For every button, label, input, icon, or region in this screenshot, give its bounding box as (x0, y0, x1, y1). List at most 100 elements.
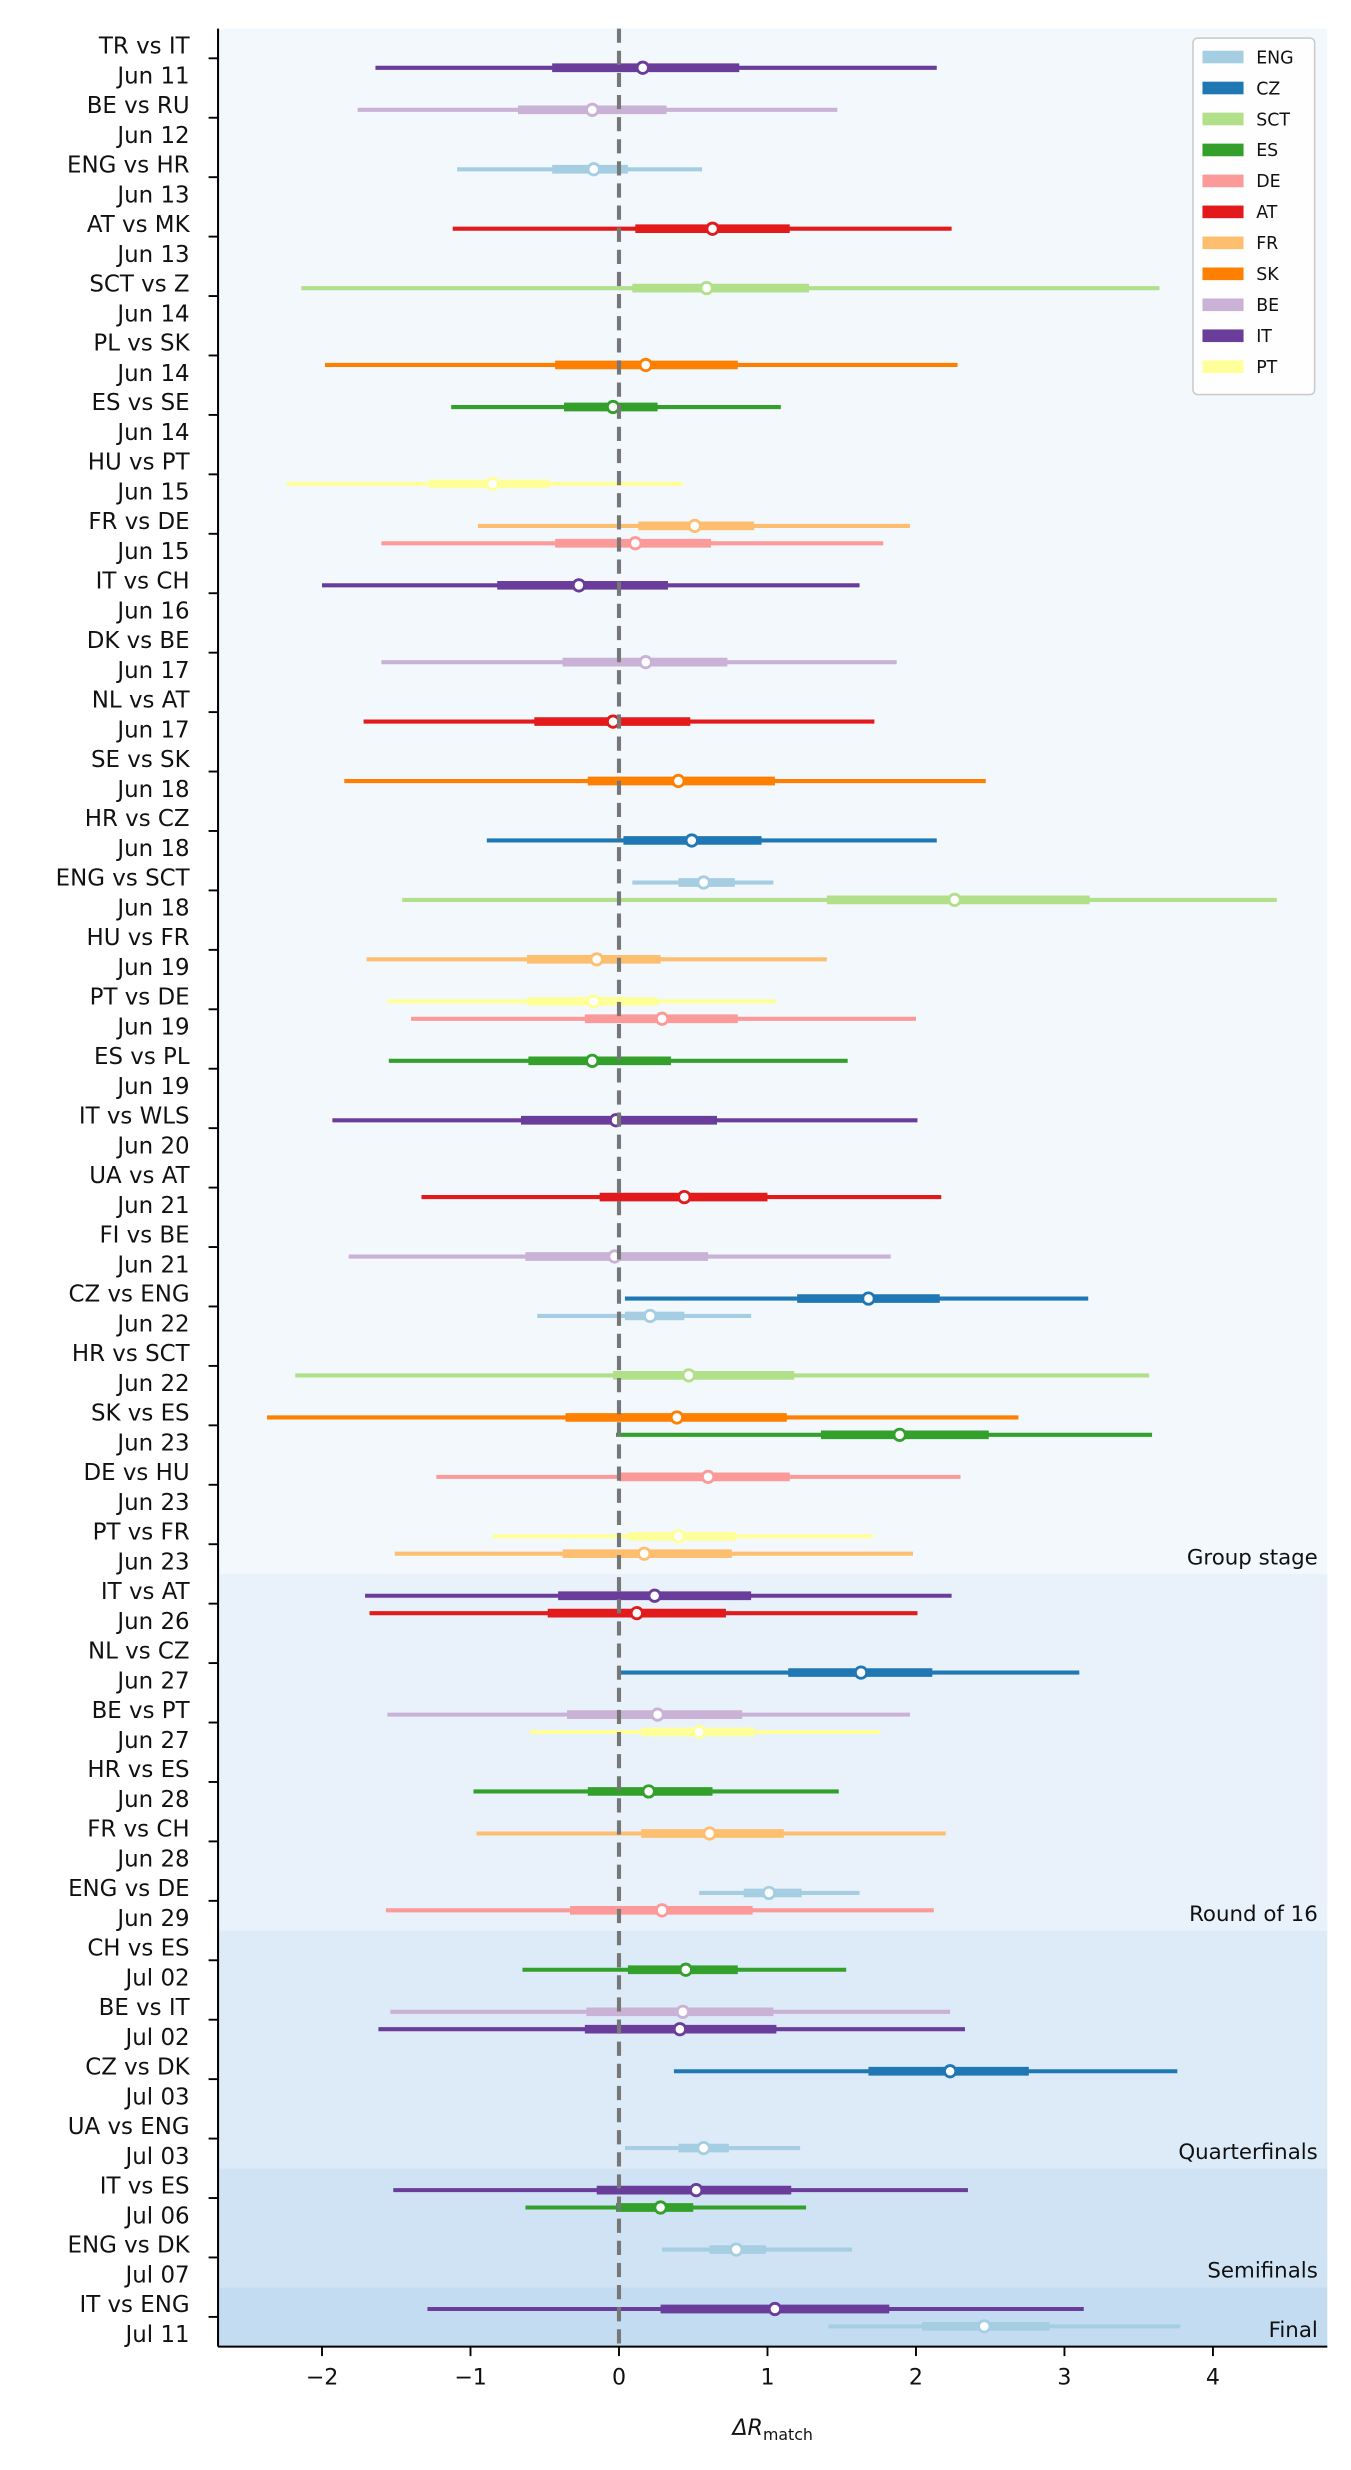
legend-swatch (1202, 329, 1244, 343)
median-marker (705, 221, 720, 236)
stage-label: Final (1269, 2318, 1318, 2343)
match-date: Jun 14 (115, 361, 189, 387)
match-date: Jul 02 (124, 1966, 190, 1992)
legend: ENG CZ SCT ES DE AT FR SK BE IT PT (1192, 37, 1316, 396)
median-marker (684, 833, 699, 848)
median-marker (638, 655, 653, 670)
median-marker (977, 2319, 992, 2334)
legend-label: FR (1256, 234, 1278, 254)
x-tick-label: 2 (909, 2365, 923, 2391)
match-date: Jun 14 (115, 301, 189, 327)
match-date: Jun 22 (115, 1312, 189, 1338)
match-label: HU vs PT (88, 450, 191, 476)
match-date: Jun 27 (115, 1668, 189, 1694)
match-label: CZ vs ENG (69, 1282, 190, 1308)
stage-bands (218, 28, 1328, 2347)
match-date: Jun 17 (115, 717, 189, 743)
x-axis-label: ΔRmatch (730, 2415, 812, 2444)
stage-band (218, 28, 1328, 1574)
match-label: ENG vs DK (68, 2233, 191, 2259)
match-date: Jun 15 (115, 480, 189, 506)
match-label: BE vs RU (87, 93, 190, 119)
median-marker (628, 536, 643, 551)
legend-label: CZ (1256, 79, 1280, 99)
x-tick-label: 4 (1206, 2365, 1220, 2391)
match-date: Jun 19 (115, 955, 189, 981)
stage-band (218, 2287, 1328, 2347)
legend-swatch (1202, 112, 1244, 126)
match-date: Jun 23 (115, 1549, 189, 1575)
match-label: DE vs HU (83, 1460, 189, 1486)
match-date: Jun 28 (115, 1847, 189, 1873)
median-marker (647, 1588, 662, 1603)
median-marker (671, 773, 686, 789)
median-marker (654, 1011, 670, 1026)
legend-label: ENG (1256, 48, 1293, 68)
median-marker (672, 2022, 687, 2037)
match-date: Jun 15 (115, 539, 189, 565)
median-marker (943, 2064, 958, 2079)
median-marker (700, 1469, 716, 1484)
median-marker (892, 1427, 907, 1442)
legend-label: BE (1256, 296, 1279, 316)
median-marker (692, 1724, 707, 1740)
median-marker (696, 2140, 711, 2156)
median-marker (767, 2301, 783, 2317)
match-date: Jul 06 (124, 2203, 190, 2229)
legend-label: SK (1256, 265, 1279, 285)
match-label: BE vs IT (99, 1995, 191, 2021)
legend-swatch (1202, 143, 1244, 157)
median-marker (677, 1189, 692, 1205)
match-label: NL vs CZ (88, 1638, 190, 1664)
match-label: PT vs DE (90, 985, 190, 1011)
median-marker (485, 476, 500, 491)
legend-swatch (1202, 81, 1244, 95)
match-label: IT vs CH (96, 568, 190, 594)
legend-label: SCT (1256, 110, 1290, 130)
match-date: Jun 23 (115, 1490, 189, 1516)
legend-swatch (1202, 174, 1244, 188)
match-date: Jun 29 (115, 1906, 189, 1932)
intervals (267, 60, 1277, 2334)
median-marker (696, 875, 711, 890)
legend-swatch (1202, 298, 1244, 312)
match-date: Jun 26 (115, 1609, 189, 1635)
match-label: FI vs BE (99, 1222, 189, 1248)
median-marker (586, 162, 601, 177)
stage-band (218, 1930, 1328, 2169)
match-date: Jun 18 (115, 836, 189, 862)
match-date: Jun 28 (115, 1787, 189, 1813)
match-label: ES vs SE (92, 390, 190, 416)
legend-swatch (1202, 360, 1244, 374)
median-marker (761, 1885, 777, 1901)
match-label: FR vs DE (88, 509, 189, 535)
row-labels: Group stage TR vs IT Jun 11 BE vs RU Jun 12 E… (56, 34, 1318, 2349)
median-marker (653, 2200, 668, 2215)
legend-label: IT (1256, 327, 1272, 347)
match-label: DK vs BE (87, 628, 190, 654)
match-date: Jul 03 (124, 2084, 190, 2110)
median-marker (650, 1707, 665, 1722)
legend-swatch (1202, 236, 1244, 250)
match-label: CZ vs DK (85, 2054, 190, 2080)
match-date: Jun 18 (115, 896, 189, 922)
median-marker (678, 1962, 693, 1977)
x-tick-label: 0 (612, 2365, 626, 2391)
match-label: HR vs CZ (85, 806, 190, 832)
median-marker (585, 102, 600, 117)
match-label: BE vs PT (92, 1698, 191, 1724)
match-date: Jun 21 (115, 1252, 189, 1278)
median-marker (637, 1546, 652, 1561)
match-label: PT vs FR (93, 1519, 190, 1545)
x-tick-label: −2 (306, 2365, 339, 2391)
match-label: NL vs AT (92, 687, 191, 713)
match-date: Jun 22 (115, 1371, 189, 1397)
median-marker (654, 1903, 670, 1918)
median-marker (585, 1053, 600, 1068)
match-label: SE vs SK (91, 747, 191, 773)
median-marker (853, 1665, 869, 1680)
match-label: IT vs WLS (79, 1103, 190, 1129)
stage-label: Quarterfinals (1178, 2140, 1317, 2165)
